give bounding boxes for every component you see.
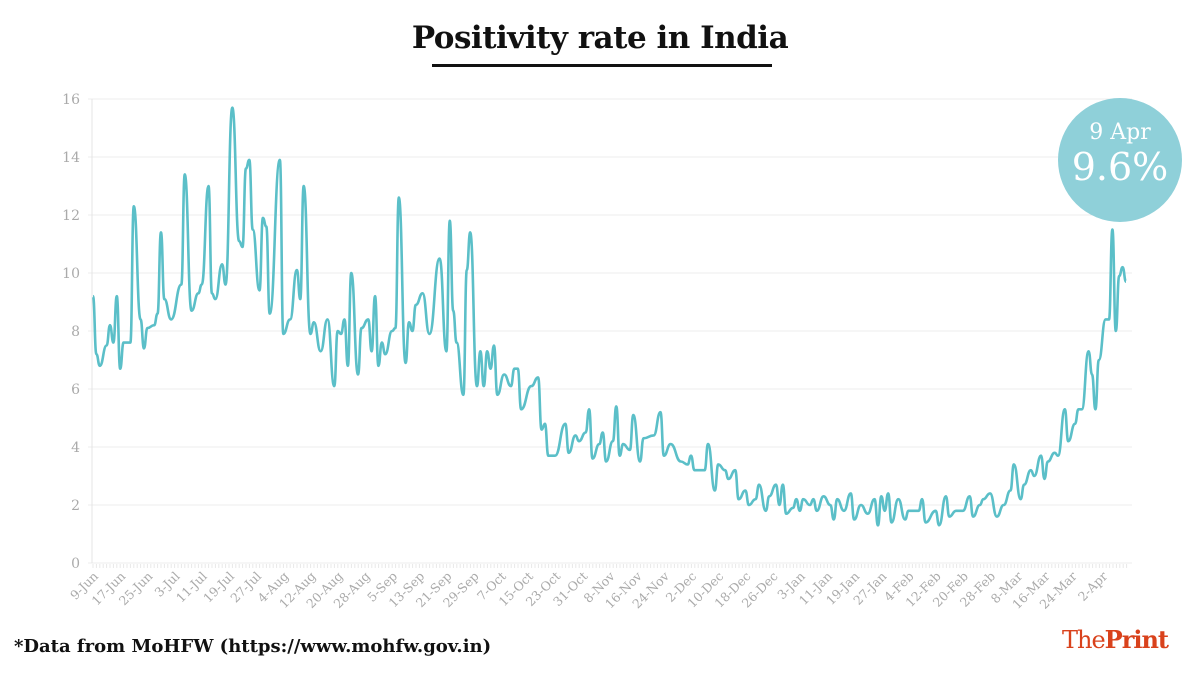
x-tick-label: 2-Apr [1075, 569, 1111, 605]
y-axis-ticks: 0 2 4 6 8 10 12 14 16 [62, 92, 80, 572]
y-tick-label: 2 [71, 498, 80, 514]
series-line-group [91, 106, 1128, 527]
gridlines [88, 98, 1132, 568]
y-tick-label: 12 [62, 208, 80, 224]
positivity-rate-line [91, 106, 1128, 527]
logo-part-the: The [1062, 626, 1106, 654]
logo-part-print: Print [1104, 625, 1169, 654]
source-footnote: *Data from MoHFW (https://www.mohfw.gov.… [14, 636, 492, 657]
badge-date: 9 Apr [1089, 120, 1151, 145]
x-axis-ticks: 9-Jun17-Jun25-Jun3-Jul11-Jul19-Jul27-Jul… [67, 568, 1110, 612]
y-tick-label: 8 [71, 324, 80, 340]
title-underline [432, 64, 772, 67]
y-tick-label: 6 [71, 382, 80, 398]
y-tick-label: 0 [71, 556, 80, 572]
theprint-logo: ThePrint [1062, 625, 1169, 654]
chart-title: Positivity rate in India [411, 20, 789, 56]
y-tick-label: 16 [62, 92, 80, 108]
y-tick-label: 14 [62, 150, 80, 166]
badge-value: 9.6% [1071, 145, 1169, 189]
y-tick-label: 10 [62, 266, 80, 282]
latest-value-badge: 9 Apr 9.6% [1058, 98, 1182, 222]
y-tick-label: 4 [71, 440, 80, 456]
